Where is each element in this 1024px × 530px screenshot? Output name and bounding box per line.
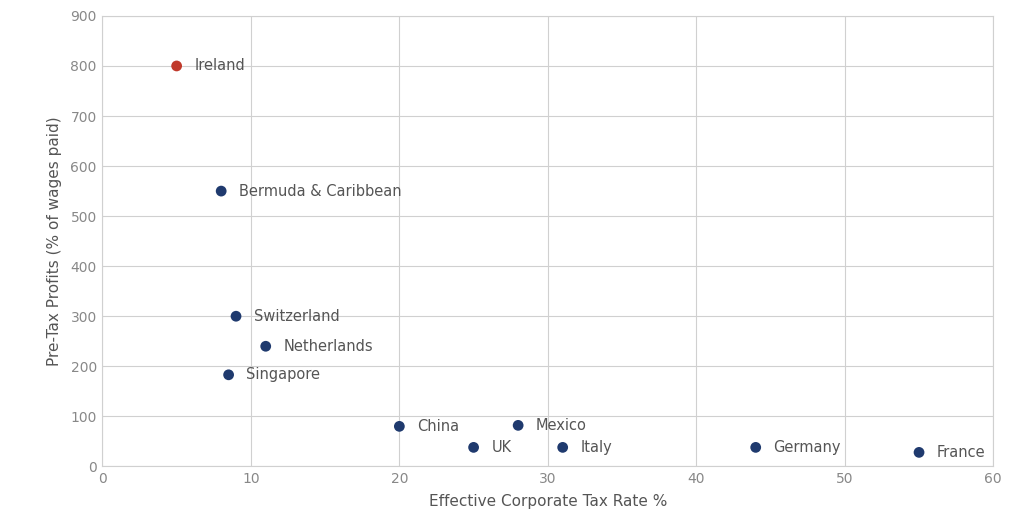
Point	[465, 443, 482, 452]
Text: Bermuda & Caribbean: Bermuda & Caribbean	[239, 183, 401, 199]
Text: Italy: Italy	[581, 440, 612, 455]
Point	[257, 342, 273, 350]
Text: Mexico: Mexico	[536, 418, 587, 433]
Point	[220, 370, 237, 379]
Point	[748, 443, 764, 452]
Text: China: China	[417, 419, 460, 434]
Point	[227, 312, 245, 321]
Text: UK: UK	[492, 440, 512, 455]
Point	[213, 187, 229, 196]
Point	[168, 61, 184, 70]
Point	[911, 448, 928, 457]
Text: Singapore: Singapore	[247, 367, 321, 382]
Text: France: France	[937, 445, 985, 460]
Text: Netherlands: Netherlands	[284, 339, 373, 354]
Text: Switzerland: Switzerland	[254, 309, 340, 324]
X-axis label: Effective Corporate Tax Rate %: Effective Corporate Tax Rate %	[429, 494, 667, 509]
Text: Germany: Germany	[773, 440, 841, 455]
Y-axis label: Pre-Tax Profits (% of wages paid): Pre-Tax Profits (% of wages paid)	[47, 117, 62, 366]
Point	[510, 421, 526, 430]
Point	[391, 422, 408, 430]
Text: Ireland: Ireland	[195, 58, 245, 74]
Point	[555, 443, 571, 452]
